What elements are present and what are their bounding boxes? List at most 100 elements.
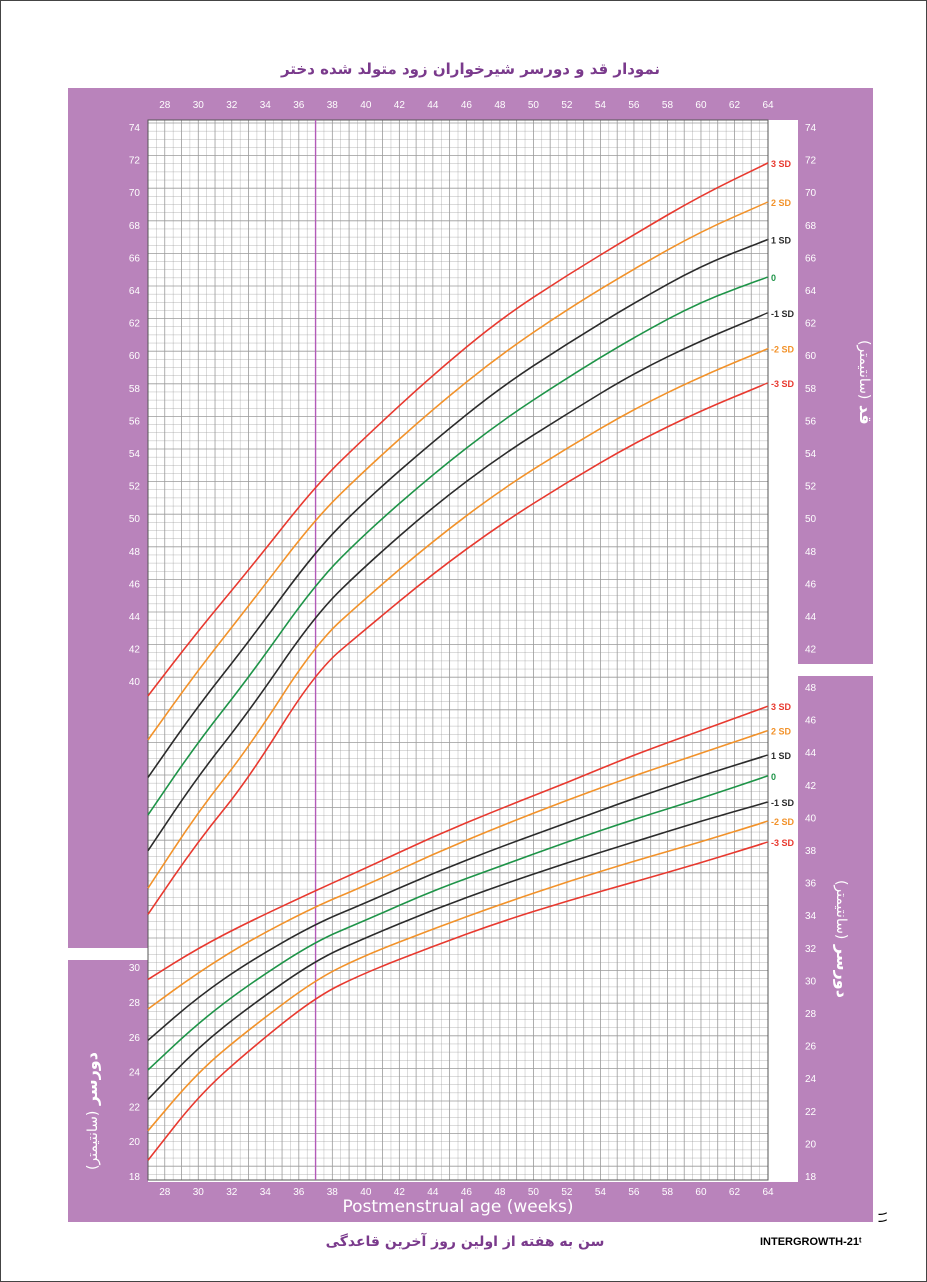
length-y-tick-left: 74 [129,123,141,134]
head-y-tick-left: 22 [129,1102,141,1113]
head-y-tick-right: 18 [805,1172,817,1183]
length-curve-3SD [147,162,769,697]
length-y-tick-right: 50 [805,514,817,525]
head-y-tick-right: 34 [805,911,817,922]
head-axis-label-left: دورسر (سانتیمتر) [82,1052,101,1170]
x-tick-bottom: 58 [662,1187,674,1198]
head-y-tick-right: 26 [805,1042,817,1053]
left-band-gap [68,948,148,960]
x-tick-top: 38 [327,100,339,111]
head-y-tick-right: 36 [805,879,817,890]
x-tick-bottom: 42 [394,1187,406,1198]
head-y-tick-left: 28 [129,998,141,1009]
length-y-tick-right: 58 [805,384,817,395]
x-axis-label: Postmenstrual age (weeks) [342,1197,574,1217]
head-y-tick-left: 24 [129,1068,141,1079]
length-y-tick-left: 66 [129,253,141,264]
x-tick-top: 44 [427,100,439,111]
x-tick-top: 34 [260,100,272,111]
head-axis-main: دورسر [833,944,852,998]
length-y-tick-right: 42 [805,645,817,656]
length-y-tick-right: 74 [805,123,817,134]
right-band-gap [798,664,873,676]
x-tick-bottom: 50 [528,1187,540,1198]
bottom-band [68,1182,873,1222]
length-curve-minus2SD [147,347,769,889]
length-curve-label: 1 SD [771,235,792,245]
x-tick-bottom: 34 [260,1187,272,1198]
head-curve-label: 3 SD [771,702,792,712]
head-curve-label: -1 SD [771,798,795,808]
head-axis-sub: (سانتیمتر) [833,880,849,940]
x-tick-bottom: 28 [159,1187,171,1198]
x-tick-top: 36 [293,100,305,111]
length-axis-sub: (سانتیمتر) [856,340,872,400]
length-y-tick-right: 60 [805,351,817,362]
length-curve-label: 0 [771,273,776,283]
x-tick-top: 46 [461,100,473,111]
x-tick-top: 56 [628,100,640,111]
length-y-tick-left: 40 [129,677,141,688]
x-tick-top: 40 [360,100,372,111]
x-tick-top: 32 [226,100,238,111]
head-y-tick-right: 32 [805,944,817,955]
length-y-tick-left: 48 [129,547,141,558]
length-y-tick-left: 64 [129,286,141,297]
x-tick-bottom: 48 [494,1187,506,1198]
head-curve-label: 2 SD [771,727,792,737]
head-y-tick-right: 40 [805,813,817,824]
x-tick-top: 50 [528,100,540,111]
length-y-tick-left: 72 [129,156,141,167]
length-y-tick-left: 42 [129,645,141,656]
length-y-tick-right: 72 [805,156,817,167]
length-y-tick-left: 56 [129,416,141,427]
head-y-tick-right: 38 [805,846,817,857]
length-y-tick-right: 64 [805,286,817,297]
page-number: ۱۱ [874,1210,890,1225]
length-curve-1SD [147,238,769,778]
length-y-tick-left: 44 [129,612,141,623]
length-y-tick-left: 60 [129,351,141,362]
length-y-tick-right: 68 [805,221,817,232]
head-axis-sub: (سانتیمتر) [85,1110,101,1170]
x-tick-top: 28 [159,100,171,111]
head-curve-label: 0 [771,772,776,782]
length-y-tick-right: 56 [805,416,817,427]
x-tick-top: 60 [695,100,707,111]
head-y-tick-right: 42 [805,781,817,792]
chart-title: نمودار قد و دورسر شیرخواران زود متولد شد… [280,60,661,78]
x-tick-bottom: 40 [360,1187,372,1198]
x-tick-top: 54 [595,100,607,111]
length-y-tick-left: 70 [129,188,141,199]
plot-area [148,120,798,1180]
length-curve-label: -3 SD [771,379,795,389]
x-tick-bottom: 32 [226,1187,238,1198]
head-y-tick-right: 28 [805,1009,817,1020]
length-y-tick-left: 46 [129,579,141,590]
length-y-tick-right: 52 [805,482,817,493]
length-axis-sub: (سانتیمتر) [33,480,49,540]
left-band [68,88,148,1222]
head-y-tick-right: 44 [805,748,817,759]
head-y-tick-left: 18 [129,1172,141,1183]
head-y-tick-right: 24 [805,1074,817,1085]
length-axis-main: قد [856,404,875,425]
head-y-tick-right: 22 [805,1107,817,1118]
x-tick-top: 64 [762,100,774,111]
length-curve-label: -2 SD [771,345,795,355]
length-y-tick-left: 68 [129,221,141,232]
head-y-tick-left: 26 [129,1033,141,1044]
length-y-tick-left: 52 [129,482,141,493]
x-tick-bottom: 46 [461,1187,473,1198]
head-y-tick-right: 20 [805,1139,817,1150]
length-curve-minus1SD [147,312,769,852]
length-y-tick-left: 50 [129,514,141,525]
head-curve-minus2SD [147,820,769,1132]
head-curve-minus1SD [147,801,769,1100]
length-y-tick-right: 54 [805,449,817,460]
head-axis-main: دورسر [82,1052,101,1106]
head-curve-2SD [147,729,769,1010]
publisher-label: INTERGROWTH-21ᵗ [760,1236,862,1248]
x-tick-bottom: 52 [561,1187,573,1198]
length-axis-label-left: قد (سانتیمتر) [30,455,49,540]
